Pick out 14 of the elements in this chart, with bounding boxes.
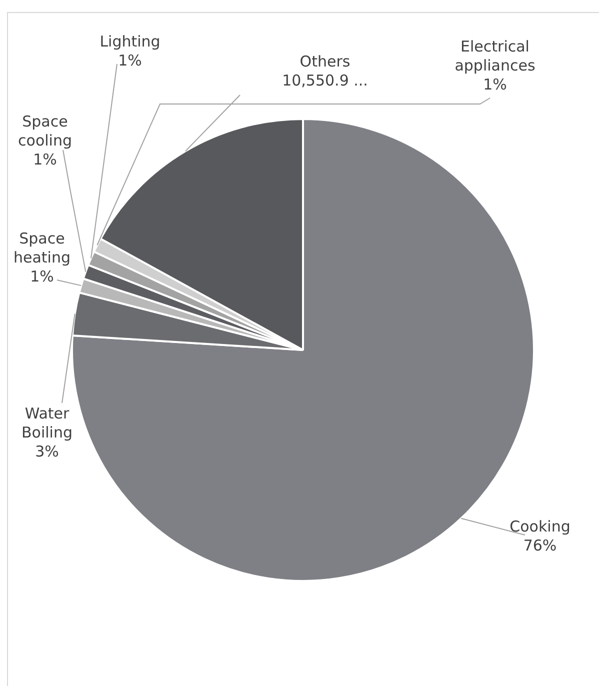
slice-label: Electrical appliances	[454, 37, 536, 74]
data-label: 1%	[30, 267, 54, 286]
data-label: 1%	[483, 75, 507, 94]
data-label: 3%	[35, 442, 59, 460]
slice-label: Water Boiling	[22, 404, 72, 442]
data-label: 76%	[523, 536, 557, 554]
slice-label: Space cooling	[18, 112, 72, 150]
data-label: 1%	[33, 150, 57, 168]
slice-label: Others	[300, 52, 350, 70]
data-label: 1%	[118, 51, 142, 70]
slice-label: Lighting	[100, 32, 160, 50]
slice-label: Space heating	[13, 229, 71, 266]
data-label: 10,550.9 ...	[282, 71, 368, 90]
slice-label: Cooking	[510, 517, 570, 536]
